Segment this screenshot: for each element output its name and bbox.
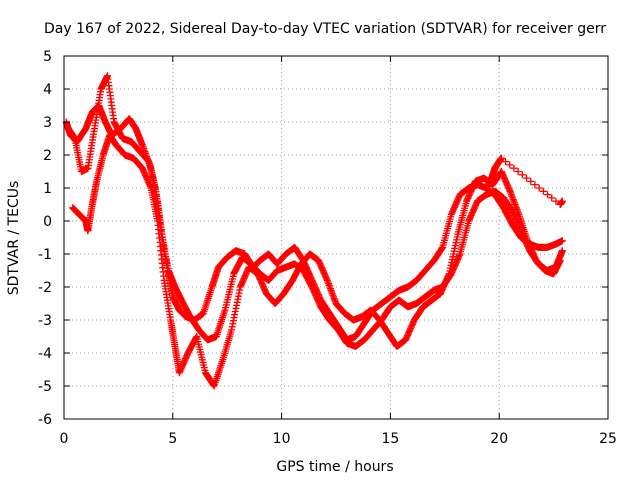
data-point — [518, 171, 526, 179]
y-tick-label: -6 — [38, 412, 52, 428]
axes: 0 5 10 15 20 25 -6 -5 -4 -3 -2 -1 0 1 2 3 4 5 — [38, 49, 617, 447]
data-point — [556, 257, 564, 265]
series-track-2 — [64, 72, 566, 350]
data-point — [558, 247, 566, 255]
data-point — [506, 161, 514, 169]
y-tick-label: -5 — [38, 379, 52, 395]
series-track-3 — [69, 131, 564, 390]
y-tick-label: 3 — [43, 115, 52, 131]
x-tick-label: 0 — [60, 431, 69, 447]
series-track-4 — [482, 154, 566, 208]
chart-title: Day 167 of 2022, Sidereal Day-to-day VTE… — [44, 21, 606, 37]
y-tick-label: -1 — [38, 247, 52, 263]
data-point — [552, 197, 560, 205]
y-tick-label: -4 — [38, 346, 52, 362]
data-point — [544, 191, 552, 199]
y-tick-label: 1 — [43, 181, 52, 197]
y-tick-label: 4 — [43, 82, 52, 98]
x-axis-title: GPS time / hours — [276, 459, 393, 475]
data-point — [548, 194, 556, 202]
data-point — [502, 158, 510, 166]
data-point — [523, 174, 531, 182]
data-point — [531, 181, 539, 189]
data-point — [558, 197, 566, 205]
y-tick-label: 2 — [43, 148, 52, 164]
data-point — [527, 177, 535, 185]
x-tick-label: 10 — [273, 431, 291, 447]
data-point — [510, 164, 518, 172]
data-point — [514, 168, 522, 175]
plot-frame — [63, 55, 609, 420]
data-point — [558, 237, 566, 245]
data-points — [62, 72, 566, 390]
y-tick-label: 0 — [43, 214, 52, 230]
y-tick-label: -2 — [38, 280, 52, 296]
series-track-1 — [62, 102, 566, 344]
data-point — [497, 154, 505, 162]
data-point — [539, 187, 547, 195]
x-tick-label: 20 — [490, 431, 508, 447]
y-tick-label: -3 — [38, 313, 52, 329]
x-tick-label: 25 — [599, 431, 617, 447]
y-axis-title: SDTVAR / TECUs — [6, 181, 22, 296]
x-tick-label: 15 — [381, 431, 399, 447]
data-point — [535, 184, 543, 192]
y-tick-label: 5 — [43, 49, 52, 65]
x-tick-label: 5 — [168, 431, 177, 447]
